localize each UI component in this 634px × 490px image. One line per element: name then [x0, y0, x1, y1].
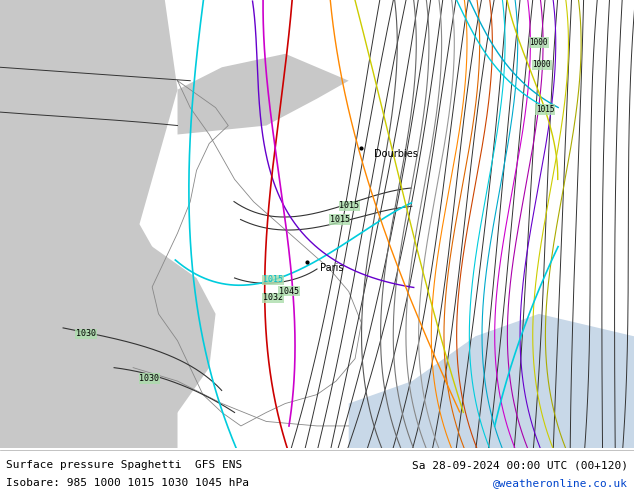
Text: 1030: 1030	[76, 329, 96, 338]
Text: 1032: 1032	[263, 294, 283, 302]
Text: Sa 28-09-2024 00:00 UTC (00+120): Sa 28-09-2024 00:00 UTC (00+120)	[411, 460, 628, 470]
Text: 1015: 1015	[339, 201, 359, 211]
Text: Dourbies: Dourbies	[374, 149, 418, 159]
Polygon shape	[0, 0, 178, 448]
Text: @weatheronline.co.uk: @weatheronline.co.uk	[493, 478, 628, 488]
Text: 1045: 1045	[279, 287, 299, 295]
Text: Isobare: 985 1000 1015 1030 1045 hPa: Isobare: 985 1000 1015 1030 1045 hPa	[6, 478, 249, 488]
Text: 1000: 1000	[533, 60, 551, 69]
Polygon shape	[178, 54, 349, 135]
Text: Paris: Paris	[320, 263, 344, 273]
Text: Surface pressure Spaghetti  GFS ENS: Surface pressure Spaghetti GFS ENS	[6, 460, 243, 470]
Text: 1015: 1015	[330, 215, 350, 224]
Polygon shape	[349, 314, 634, 448]
Text: 1030: 1030	[139, 374, 160, 383]
Text: 1015: 1015	[263, 275, 283, 285]
Polygon shape	[133, 233, 216, 448]
Text: 1000: 1000	[529, 38, 548, 47]
Text: 1015: 1015	[536, 105, 554, 114]
